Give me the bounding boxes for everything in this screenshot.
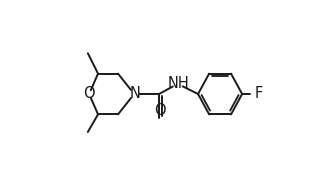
Text: N: N: [129, 86, 140, 102]
Text: O: O: [83, 86, 95, 102]
Text: O: O: [154, 102, 165, 118]
Text: NH: NH: [167, 76, 189, 91]
Text: F: F: [254, 86, 262, 102]
